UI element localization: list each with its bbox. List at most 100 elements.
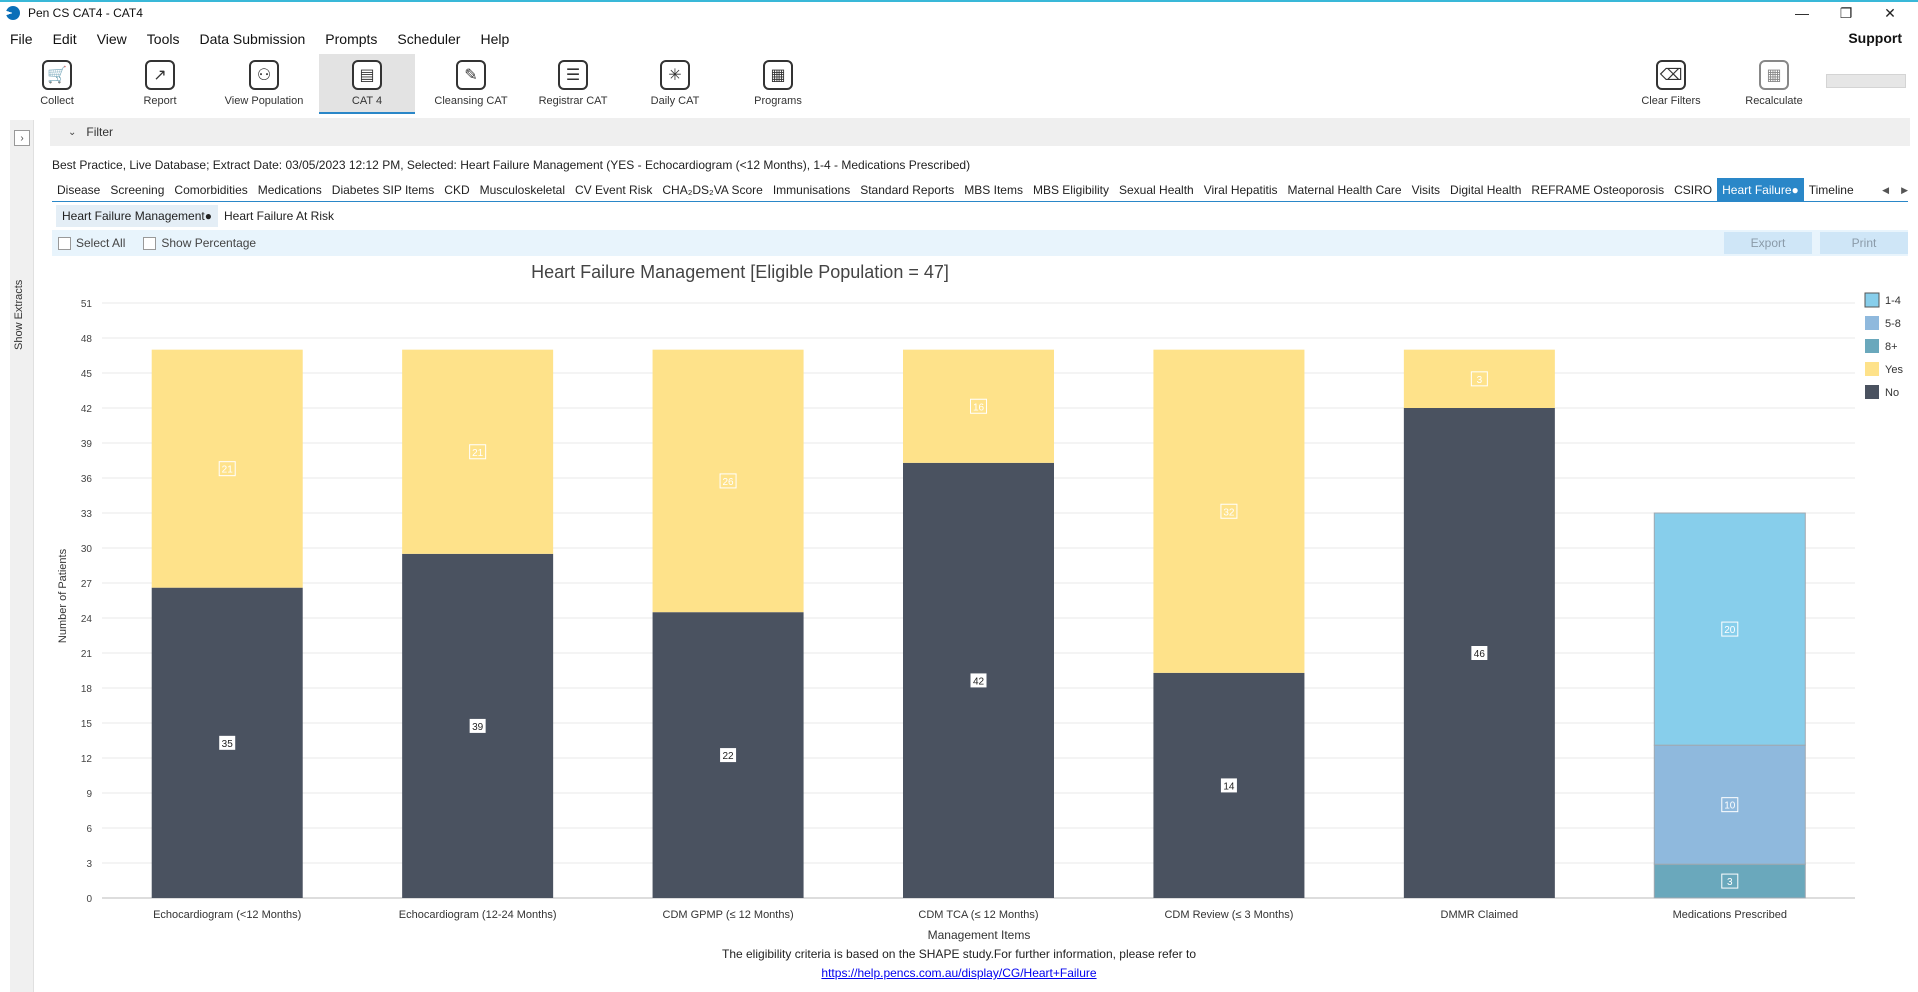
menu-data-submission[interactable]: Data Submission <box>199 31 306 47</box>
tab-digital-health[interactable]: Digital Health <box>1450 182 1522 197</box>
tab-heart-failure-at-risk[interactable]: Heart Failure At Risk <box>223 209 335 223</box>
data-label: 39 <box>472 722 484 733</box>
bar-segment[interactable] <box>151 349 303 588</box>
data-label-box <box>970 673 987 688</box>
view-population-button[interactable]: ⚇ View Population <box>218 54 310 114</box>
tab-screening[interactable]: Screening <box>110 182 165 197</box>
data-label-box <box>1721 873 1739 889</box>
tab-mbs-eligibility[interactable]: MBS Eligibility <box>1032 182 1109 197</box>
menu-help[interactable]: Help <box>480 31 510 47</box>
restore-icon[interactable]: ❐ <box>1839 4 1853 21</box>
tab-musculoskeletal[interactable]: Musculoskeletal <box>479 182 566 197</box>
tab-cv-event-risk[interactable]: CV Event Risk <box>575 182 653 197</box>
bar-segment[interactable] <box>1403 349 1555 408</box>
print-button[interactable]: Print <box>1820 232 1908 254</box>
tab-standard-reports[interactable]: Standard Reports <box>860 182 955 197</box>
legend-item[interactable]: No <box>1865 385 1899 399</box>
tab-mbs-items[interactable]: MBS Items <box>964 182 1023 197</box>
collect-button[interactable]: 🛒 Collect <box>28 54 86 114</box>
tab-sexual-health[interactable]: Sexual Health <box>1119 182 1194 197</box>
chevron-down-icon[interactable]: ⌄ <box>68 126 77 138</box>
data-label: 10 <box>1724 801 1736 812</box>
bar-segment[interactable] <box>903 349 1054 463</box>
cleansing-cat-label: Cleansing CAT <box>434 95 508 107</box>
x-tick-label: Medications Prescribed <box>1673 909 1787 921</box>
tab-visits[interactable]: Visits <box>1411 182 1441 197</box>
y-tick-label: 51 <box>81 299 93 310</box>
programs-label: Programs <box>754 95 802 107</box>
bar-segment[interactable] <box>652 349 804 613</box>
tab-viral-hepatitis[interactable]: Viral Hepatitis <box>1203 182 1278 197</box>
legend-item[interactable]: Yes <box>1865 362 1903 376</box>
y-axis-label: Number of Patients <box>57 548 69 643</box>
tab-reframe-osteoporosis[interactable]: REFRAME Osteoporosis <box>1531 182 1665 197</box>
data-label: 14 <box>1223 781 1235 792</box>
menu-file[interactable]: File <box>10 31 33 47</box>
select-all-box[interactable] <box>58 236 71 250</box>
bar-segment[interactable] <box>1653 744 1806 865</box>
show-percentage-box[interactable] <box>143 236 157 250</box>
legend-item[interactable]: 8+ <box>1865 339 1898 353</box>
show-extracts-label[interactable]: Show Extracts <box>13 279 25 350</box>
daily-icon: ✳ <box>660 60 690 90</box>
bar-segment[interactable] <box>1153 349 1305 673</box>
bar-segment[interactable] <box>1653 512 1806 746</box>
menu-view[interactable]: View <box>96 31 127 47</box>
y-tick-label: 12 <box>81 754 93 765</box>
help-link[interactable]: https://help.pencs.com.au/display/CG/Hea… <box>821 966 1097 980</box>
report-button[interactable]: ↗ Report <box>130 54 190 114</box>
eraser-icon: ⌫ <box>1656 60 1686 90</box>
tab-scroll-right-icon[interactable]: ▶ <box>1901 185 1908 195</box>
extract-info: Best Practice, Live Database; Extract Da… <box>52 158 971 172</box>
y-tick-label: 36 <box>81 474 93 485</box>
tab-heart-failure[interactable]: Heart Failure● <box>1717 177 1804 202</box>
tab-comorbidities[interactable]: Comorbidities <box>174 182 248 197</box>
close-icon[interactable]: ✕ <box>1884 4 1896 21</box>
chart-bars: 35 21 39 21 22 26 42 16 14 32 46 3 3 10 20 <box>151 349 1806 899</box>
tab-diabetes-sip-items[interactable]: Diabetes SIP Items <box>331 182 435 197</box>
menu-edit[interactable]: Edit <box>52 31 77 47</box>
programs-button[interactable]: ▦ Programs <box>746 54 810 114</box>
clear-filters-button[interactable]: ⌫ Clear Filters <box>1630 54 1712 114</box>
support-link[interactable]: Support <box>1848 30 1902 46</box>
x-tick-label: CDM Review (≤ 3 Months) <box>1164 909 1293 921</box>
cleansing-cat-button[interactable]: ✎ Cleansing CAT <box>428 54 514 114</box>
tab-scroll-left-icon[interactable]: ◀ <box>1882 185 1890 195</box>
tab-medications[interactable]: Medications <box>257 182 322 197</box>
tab-timeline[interactable]: Timeline <box>1808 182 1854 197</box>
programs-icon: ▦ <box>763 60 793 90</box>
expand-panel-button[interactable]: › <box>14 130 30 146</box>
category-tabs: Disease Screening Comorbidities Medicati… <box>52 177 1908 202</box>
minimize-icon[interactable]: — <box>1795 5 1809 21</box>
export-button[interactable]: Export <box>1724 232 1812 254</box>
bar-segment[interactable] <box>402 349 554 554</box>
data-label-box <box>469 444 487 460</box>
registrar-cat-button[interactable]: ☰ Registrar CAT <box>532 54 614 114</box>
tab-maternal-health-care[interactable]: Maternal Health Care <box>1287 182 1402 197</box>
tab-ckd[interactable]: CKD <box>444 182 470 197</box>
select-all-checkbox[interactable]: Select All <box>58 236 125 250</box>
legend-item[interactable]: 1-4 <box>1864 292 1901 308</box>
recalculate-button[interactable]: ▦ Recalculate <box>1734 54 1814 114</box>
tab-cha2ds2va-score[interactable]: CHA₂DS₂VA Score <box>662 182 763 197</box>
tab-heart-failure-management[interactable]: Heart Failure Management● <box>56 205 218 227</box>
tab-disease[interactable]: Disease <box>57 182 101 197</box>
data-label-box <box>219 735 236 750</box>
cat4-button[interactable]: ▤ CAT 4 <box>319 54 415 114</box>
data-label: 32 <box>1223 507 1235 518</box>
legend-label: 5-8 <box>1885 318 1901 330</box>
show-percentage-checkbox[interactable]: Show Percentage <box>143 236 256 250</box>
bar-segment[interactable] <box>1653 863 1806 899</box>
tab-immunisations[interactable]: Immunisations <box>772 182 851 197</box>
daily-cat-button[interactable]: ✳ Daily CAT <box>640 54 710 114</box>
legend-item[interactable]: 5-8 <box>1865 316 1901 330</box>
menu-tools[interactable]: Tools <box>146 31 180 47</box>
menu-scheduler[interactable]: Scheduler <box>397 31 461 47</box>
menu-prompts[interactable]: Prompts <box>325 31 378 47</box>
heart-failure-chart: Heart Failure Management [Eligible Popul… <box>57 262 1903 942</box>
toolbar: 🛒 Collect ↗ Report ⚇ View Population ▤ C… <box>0 54 1918 114</box>
data-label-box <box>1471 646 1488 660</box>
filter-bar[interactable]: ⌄ Filter <box>50 118 1910 146</box>
tab-csiro[interactable]: CSIRO <box>1674 182 1713 197</box>
y-tick-label: 0 <box>86 894 92 905</box>
